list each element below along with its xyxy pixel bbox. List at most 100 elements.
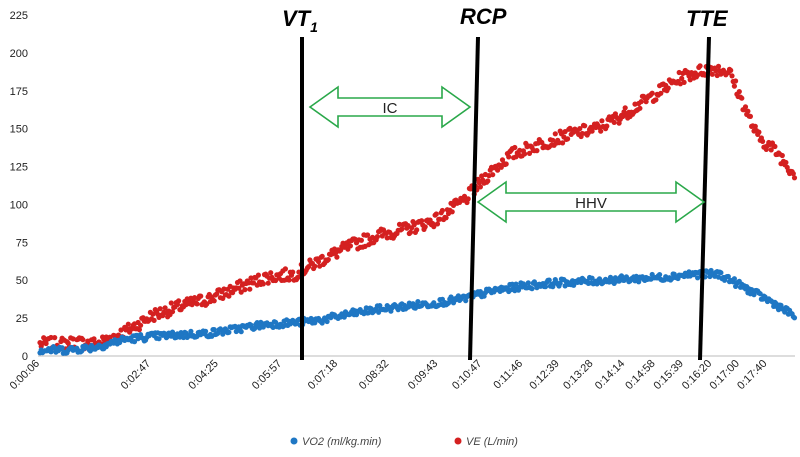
ve-data-point (679, 75, 685, 81)
y-tick-label: 225 (10, 10, 28, 22)
y-axis-ticks: 0 25 50 75 100 125 150 175 200 225 (10, 10, 28, 363)
ve-data-point (211, 298, 217, 304)
ve-data-point (286, 277, 292, 283)
ve-data-point (495, 167, 501, 173)
legend-vo2-swatch (290, 437, 298, 445)
ve-data-point (589, 128, 595, 134)
ve-data-point (198, 293, 204, 299)
vo2-data-point (156, 336, 162, 342)
x-tick-label: 0:15:39 (652, 358, 686, 392)
ve-data-point (52, 335, 58, 341)
ve-data-point (715, 63, 722, 69)
y-tick-label: 0 (22, 351, 28, 363)
ve-data-point (550, 137, 556, 143)
x-tick-label: 0:04:25 (186, 358, 220, 392)
ve-data-point (312, 263, 318, 269)
ve-data-point (247, 286, 253, 292)
ve-data-point (290, 269, 296, 275)
ve-data-point (747, 113, 754, 119)
ve-data-point (653, 97, 659, 103)
ve-data-point (552, 131, 558, 137)
ve-data-point (449, 209, 455, 215)
ve-data-point (465, 196, 471, 202)
ve-data-point (681, 79, 687, 85)
ve-data-point (150, 311, 156, 317)
vo2-data-point (791, 315, 798, 321)
ve-data-point (260, 281, 266, 287)
ve-data-point (43, 340, 49, 347)
ve-data-point (282, 266, 288, 272)
hhv-region-label: HHV (575, 195, 607, 212)
x-tick-label: 0:17:40 (735, 358, 769, 392)
x-tick-label: 0:14:14 (593, 358, 627, 392)
ve-data-point (246, 280, 252, 286)
ve-data-point (649, 90, 655, 96)
ve-data-point (498, 164, 504, 170)
vo2-data-point (59, 345, 65, 351)
ve-data-point (709, 71, 715, 77)
ve-data-point (742, 104, 749, 110)
x-tick-label: 0:08:32 (357, 358, 391, 392)
ve-data-point (439, 207, 445, 214)
y-tick-label: 150 (10, 124, 28, 136)
ve-data-point (419, 218, 425, 224)
ve-data-point (490, 172, 496, 178)
ve-data-point (194, 301, 200, 307)
ve-data-point (434, 221, 441, 227)
ve-data-point (752, 123, 758, 129)
vo2-data-point (203, 328, 209, 334)
vo2-data-point (445, 300, 452, 306)
ve-data-point (365, 232, 371, 238)
vo2-data-point (513, 281, 519, 287)
legend: VO2 (ml/kg.min) VE (L/min) (290, 436, 518, 448)
ve-data-point (579, 130, 585, 137)
vo2-data-point (731, 276, 738, 282)
ve-data-point (443, 215, 449, 221)
vo2-data-point (226, 329, 232, 335)
ve-data-point (431, 224, 437, 230)
ve-data-point (433, 211, 439, 217)
x-tick-label: 0:17:00 (707, 358, 741, 392)
ve-data-point (221, 286, 227, 292)
ve-data-point (476, 180, 482, 186)
ve-data-point (560, 140, 566, 146)
ve-data-point (265, 280, 271, 286)
ve-data-point (779, 152, 785, 159)
ve-data-point (414, 227, 420, 233)
ve-data-point (80, 337, 86, 343)
vo2-data-point (131, 339, 138, 345)
vo2-data-point (718, 270, 724, 276)
y-tick-label: 125 (10, 162, 28, 174)
ve-data-point (315, 258, 322, 265)
ve-data-point (577, 126, 583, 132)
x-tick-label: 0:10:47 (450, 358, 484, 392)
ve-data-point (138, 322, 144, 328)
ve-data-point (268, 270, 274, 276)
tte-marker-label: TTE (686, 6, 729, 31)
legend-ve-swatch (454, 437, 462, 445)
ve-data-point (604, 123, 610, 129)
vo2-data-point (757, 291, 763, 297)
ve-data-point (91, 336, 97, 342)
ve-data-point (772, 143, 778, 150)
ve-data-point (319, 253, 325, 259)
vo2-data-point (657, 272, 663, 278)
vo2-data-point (324, 318, 330, 325)
ve-data-point (411, 222, 417, 228)
ve-data-point (125, 321, 131, 327)
ve-data-point (226, 293, 232, 299)
ve-data-point (565, 136, 571, 142)
ve-data-point (599, 118, 605, 124)
ve-data-point (255, 272, 261, 278)
vo2-data-point (529, 286, 535, 292)
ve-data-point (791, 175, 798, 181)
ve-data-point (399, 226, 405, 232)
ve-data-point (790, 171, 796, 177)
ve-data-point (731, 83, 738, 89)
y-tick-label: 175 (10, 86, 28, 98)
vo2-data-point (415, 299, 421, 305)
x-tick-label: 0:07:18 (306, 358, 340, 392)
ic-region-label: IC (383, 100, 398, 117)
ve-data-point (236, 285, 242, 291)
ve-data-point (522, 151, 528, 157)
